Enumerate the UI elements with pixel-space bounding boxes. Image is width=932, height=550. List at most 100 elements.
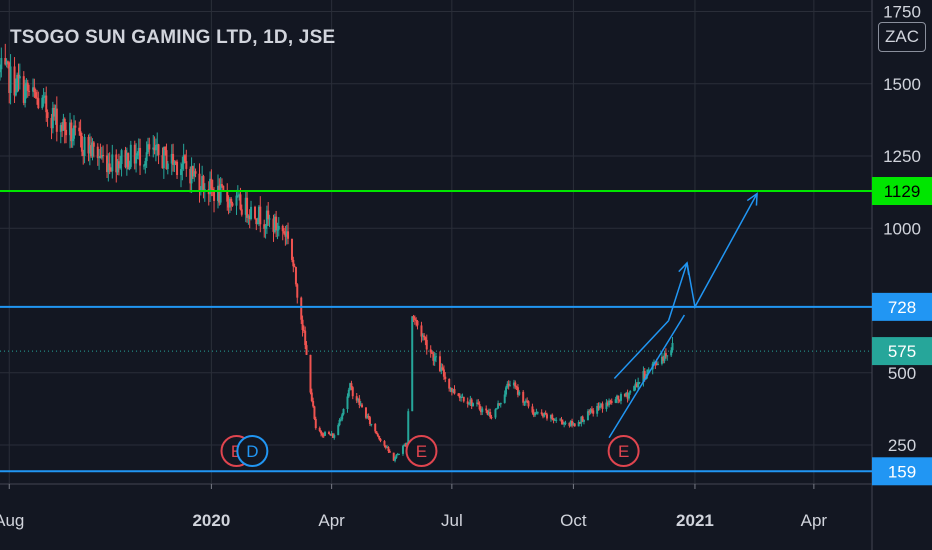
candle-body — [450, 388, 453, 392]
candle-body — [623, 394, 626, 397]
dividend-marker[interactable]: D — [236, 435, 269, 467]
candle-body — [322, 435, 325, 437]
candles-group — [0, 43, 674, 463]
candle-body — [388, 451, 391, 453]
x-tick-label: 2021 — [676, 511, 714, 530]
y-tick-label: 250 — [888, 436, 916, 455]
candle-body — [146, 144, 149, 153]
candle-body — [309, 354, 312, 393]
candle-body — [202, 176, 205, 191]
candle-body — [653, 362, 655, 364]
candle-body — [283, 231, 286, 234]
event-label: E — [416, 442, 427, 461]
candle-body — [489, 411, 492, 418]
candle-body — [421, 335, 424, 337]
price-badge-label: 1129 — [884, 182, 921, 201]
candle-body — [181, 163, 184, 170]
candle-body — [442, 369, 445, 377]
candle-body — [462, 396, 465, 402]
candle-body — [516, 387, 519, 395]
candle-body — [614, 399, 617, 403]
candle-body — [357, 398, 360, 401]
candle-body — [80, 135, 83, 152]
candle-body — [8, 62, 11, 93]
candle-body — [532, 412, 535, 416]
candle-body — [351, 387, 354, 397]
earnings-marker[interactable]: E — [607, 435, 640, 467]
candle-body — [526, 400, 529, 402]
candle-body — [320, 431, 323, 434]
candle-body — [479, 409, 482, 413]
candle-body — [376, 434, 379, 437]
candle-body — [314, 418, 317, 429]
candle-body — [349, 383, 352, 390]
candle-body — [51, 107, 54, 129]
currency-button[interactable]: ZAC — [878, 22, 926, 52]
candle-body — [485, 408, 488, 411]
candle-body — [627, 392, 630, 399]
candle-body — [346, 396, 349, 410]
candle-body — [331, 433, 334, 438]
candle-body — [272, 218, 275, 232]
candle-body — [581, 416, 584, 422]
candle-body — [534, 413, 537, 416]
candle-body — [37, 98, 40, 109]
candle-body — [327, 432, 330, 435]
candle-body — [512, 382, 515, 386]
candle-body — [415, 319, 418, 321]
earnings-marker[interactable]: E — [405, 435, 438, 467]
candle-body — [646, 369, 649, 376]
candle-body — [137, 147, 140, 154]
arrowhead — [678, 261, 690, 275]
candle-body — [69, 122, 72, 136]
candle-body — [209, 178, 212, 195]
candle-body — [542, 414, 545, 417]
candle-body — [503, 394, 506, 403]
candle-body — [90, 145, 93, 157]
candle-body — [154, 144, 157, 151]
candle-body — [606, 402, 609, 406]
candle-body — [124, 150, 127, 168]
candle-body — [386, 447, 389, 449]
candle-body — [662, 356, 665, 361]
candle-body — [609, 400, 612, 402]
candle-body — [238, 194, 241, 196]
candle-body — [394, 457, 397, 461]
candle-body — [189, 168, 192, 184]
candle-body — [275, 216, 278, 231]
candle-body — [412, 316, 415, 319]
candle-body — [70, 122, 73, 142]
x-tick-label: Jul — [441, 511, 463, 530]
candle-body — [41, 97, 44, 109]
candle-body — [248, 215, 251, 219]
candle-body — [144, 161, 147, 166]
price-badge: 159 — [872, 457, 932, 486]
candle-body — [217, 185, 219, 201]
candle-body — [26, 82, 29, 91]
candle-body — [321, 433, 324, 436]
candle-body — [524, 400, 527, 402]
candle-body — [198, 173, 201, 192]
candle-body — [264, 226, 267, 229]
candle-body — [671, 342, 674, 351]
candle-body — [411, 316, 414, 412]
candle-body — [117, 161, 120, 169]
candle-body — [347, 389, 350, 397]
x-tick-label: Apr — [318, 511, 345, 530]
candle-body — [499, 402, 502, 405]
candle-body — [218, 185, 221, 203]
candle-body — [337, 425, 340, 436]
candle-body — [277, 225, 280, 230]
candle-body — [166, 163, 169, 170]
candle-body — [626, 392, 629, 399]
candle-body — [425, 339, 428, 350]
candle-body — [544, 413, 547, 415]
candle-body — [87, 136, 90, 154]
candle-body — [404, 444, 407, 447]
candle-body — [367, 416, 370, 418]
candle-body — [25, 82, 28, 86]
candle-body — [350, 383, 353, 388]
candle-body — [561, 421, 564, 425]
